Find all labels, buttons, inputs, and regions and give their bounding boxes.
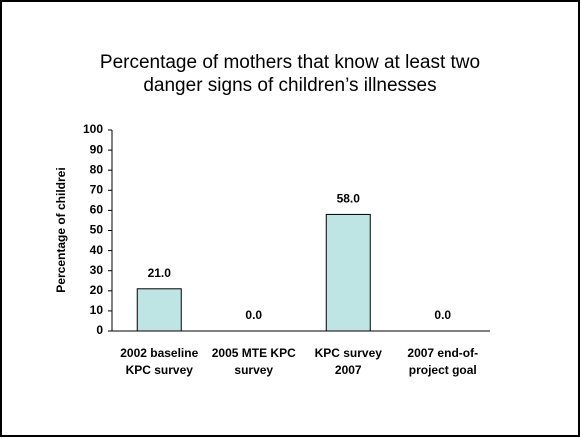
bar xyxy=(136,288,182,332)
y-tick-label: 50 xyxy=(90,223,104,237)
y-tick-label: 90 xyxy=(90,142,104,156)
y-tick-label: 80 xyxy=(90,162,104,176)
value-label: 58.0 xyxy=(337,192,361,206)
x-tick-label: KPC survey xyxy=(315,346,383,360)
y-tick-label: 20 xyxy=(90,283,104,297)
x-tick-label: 2007 end-of- xyxy=(407,346,478,360)
bar xyxy=(325,213,371,332)
y-axis-label: Percentage of childrei xyxy=(54,167,68,292)
y-tick-label: 70 xyxy=(90,182,104,196)
x-tick-label: 2005 MTE KPC xyxy=(212,346,296,360)
value-label: 0.0 xyxy=(245,308,262,322)
y-tick-label: 0 xyxy=(96,323,103,337)
x-tick-label: KPC survey xyxy=(126,363,194,377)
y-tick-label: 40 xyxy=(90,243,104,257)
y-tick-label: 10 xyxy=(90,303,104,317)
chart-title: danger signs of children’s illnesses xyxy=(143,75,436,96)
y-tick-label: 60 xyxy=(90,203,104,217)
value-label: 21.0 xyxy=(148,266,172,280)
y-tick-label: 30 xyxy=(90,263,104,277)
chart-title: Percentage of mothers that know at least… xyxy=(100,52,480,73)
x-tick-label: project goal xyxy=(409,363,477,377)
x-tick-label: 2002 baseline xyxy=(120,346,198,360)
x-tick-label: survey xyxy=(234,363,273,377)
y-tick-label: 100 xyxy=(83,122,103,136)
x-tick-label: 2007 xyxy=(335,363,362,377)
value-label: 0.0 xyxy=(434,308,451,322)
